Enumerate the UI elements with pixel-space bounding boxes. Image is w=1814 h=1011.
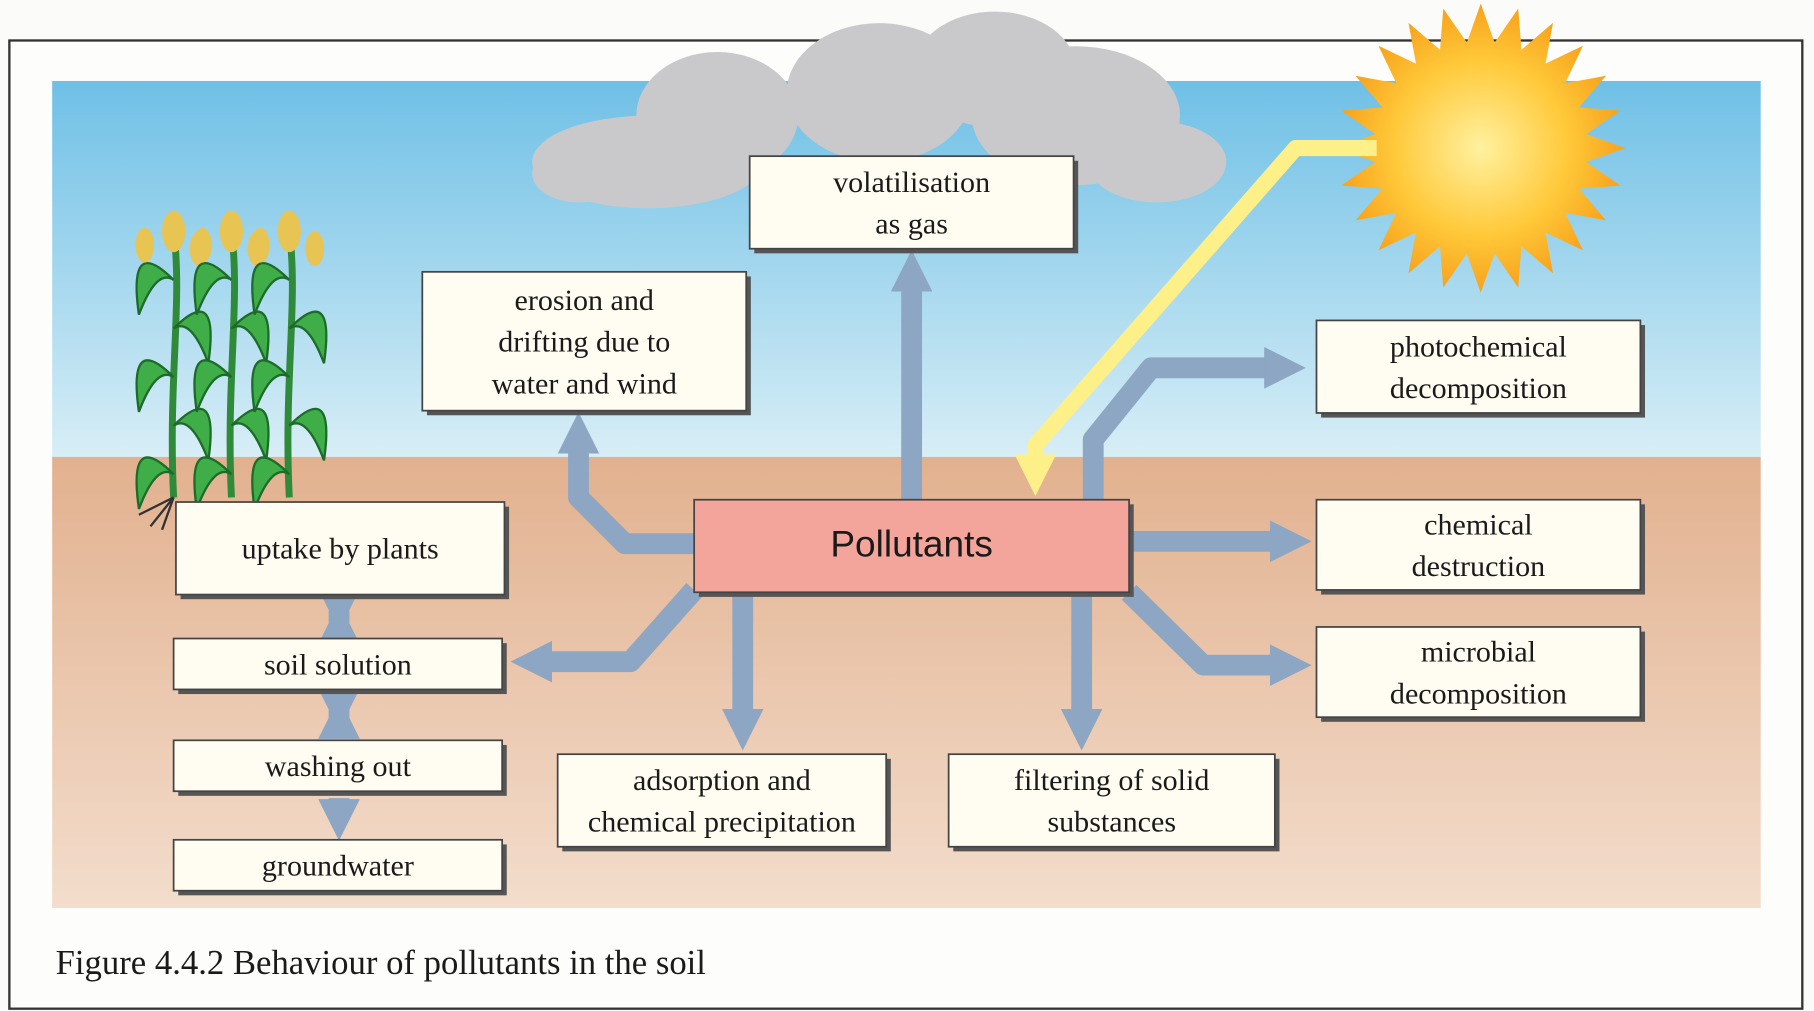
node-box xyxy=(556,753,888,848)
node-label: chemical xyxy=(1424,507,1533,541)
arrows xyxy=(318,139,1377,841)
ear xyxy=(193,227,212,263)
node-label: uptake by plants xyxy=(242,532,439,566)
node-label: washing out xyxy=(265,749,412,783)
node-label: soil solution xyxy=(264,647,412,681)
node-label: microbial xyxy=(1421,635,1536,669)
node-label: chemical precipitation xyxy=(588,805,856,839)
node-box xyxy=(172,637,504,691)
plants xyxy=(135,210,328,531)
node-box xyxy=(172,739,504,793)
node-label: erosion and xyxy=(515,283,654,317)
node-label: water and wind xyxy=(492,366,677,400)
leaf xyxy=(193,359,233,413)
node: erosion and drifting due to water and wind xyxy=(421,270,751,416)
leaf xyxy=(193,261,233,316)
node: photochemical decomposition xyxy=(1315,319,1646,418)
node-box xyxy=(748,155,1075,250)
ear xyxy=(162,210,186,253)
node-box xyxy=(693,498,1130,594)
node-label: decomposition xyxy=(1390,676,1567,710)
node-box xyxy=(947,753,1276,848)
node-box xyxy=(1315,319,1642,414)
leaf xyxy=(251,261,291,316)
node-box xyxy=(175,501,506,596)
node: adsorption and chemical precipitation xyxy=(556,753,891,852)
stalk xyxy=(284,230,296,498)
ear xyxy=(135,227,154,263)
ear xyxy=(219,210,244,253)
node-label: destruction xyxy=(1412,549,1546,583)
leaf xyxy=(135,261,175,316)
node-label: decomposition xyxy=(1390,371,1567,405)
leaf xyxy=(135,456,175,510)
ear xyxy=(277,210,301,253)
node-box xyxy=(172,838,504,892)
node: uptake by plants xyxy=(175,501,510,600)
stalk xyxy=(226,230,239,498)
node-box xyxy=(1315,626,1642,719)
leaf xyxy=(288,310,328,364)
node: volatilisation as gas xyxy=(748,155,1079,254)
leaf xyxy=(230,310,270,364)
roots xyxy=(138,496,175,531)
node-label: photochemical xyxy=(1390,329,1567,363)
leaf xyxy=(135,359,175,413)
stalk xyxy=(168,230,181,498)
node-box xyxy=(421,270,748,412)
caption: Figure 4.4.2 Behaviour of pollutants in … xyxy=(56,943,706,982)
sun-ray xyxy=(1014,139,1377,497)
node: soil solution xyxy=(172,637,507,695)
ear xyxy=(251,227,270,263)
node: microbial decomposition xyxy=(1315,626,1646,722)
pollutants-node: Pollutants xyxy=(693,498,1134,597)
leaf xyxy=(172,407,212,461)
node-label: drifting due to xyxy=(498,325,670,359)
node-label: as gas xyxy=(875,207,948,241)
node: filtering of solid substances xyxy=(947,753,1280,852)
node-label: volatilisation xyxy=(833,165,990,199)
ear xyxy=(305,231,324,267)
leaf xyxy=(251,359,291,413)
leaf xyxy=(172,310,212,364)
clouds xyxy=(532,11,1227,209)
leaf xyxy=(288,407,328,461)
node-box xyxy=(1315,498,1642,591)
node: groundwater xyxy=(172,838,507,896)
node: chemical destruction xyxy=(1315,498,1646,595)
node: washing out xyxy=(172,739,507,796)
node-label: filtering of solid xyxy=(1014,763,1209,797)
node-label: substances xyxy=(1047,805,1176,839)
sun xyxy=(1336,3,1626,293)
node-label: groundwater xyxy=(262,849,414,883)
node-label: Pollutants xyxy=(830,522,993,564)
leaf xyxy=(230,407,270,461)
node-label: adsorption and xyxy=(633,763,811,797)
